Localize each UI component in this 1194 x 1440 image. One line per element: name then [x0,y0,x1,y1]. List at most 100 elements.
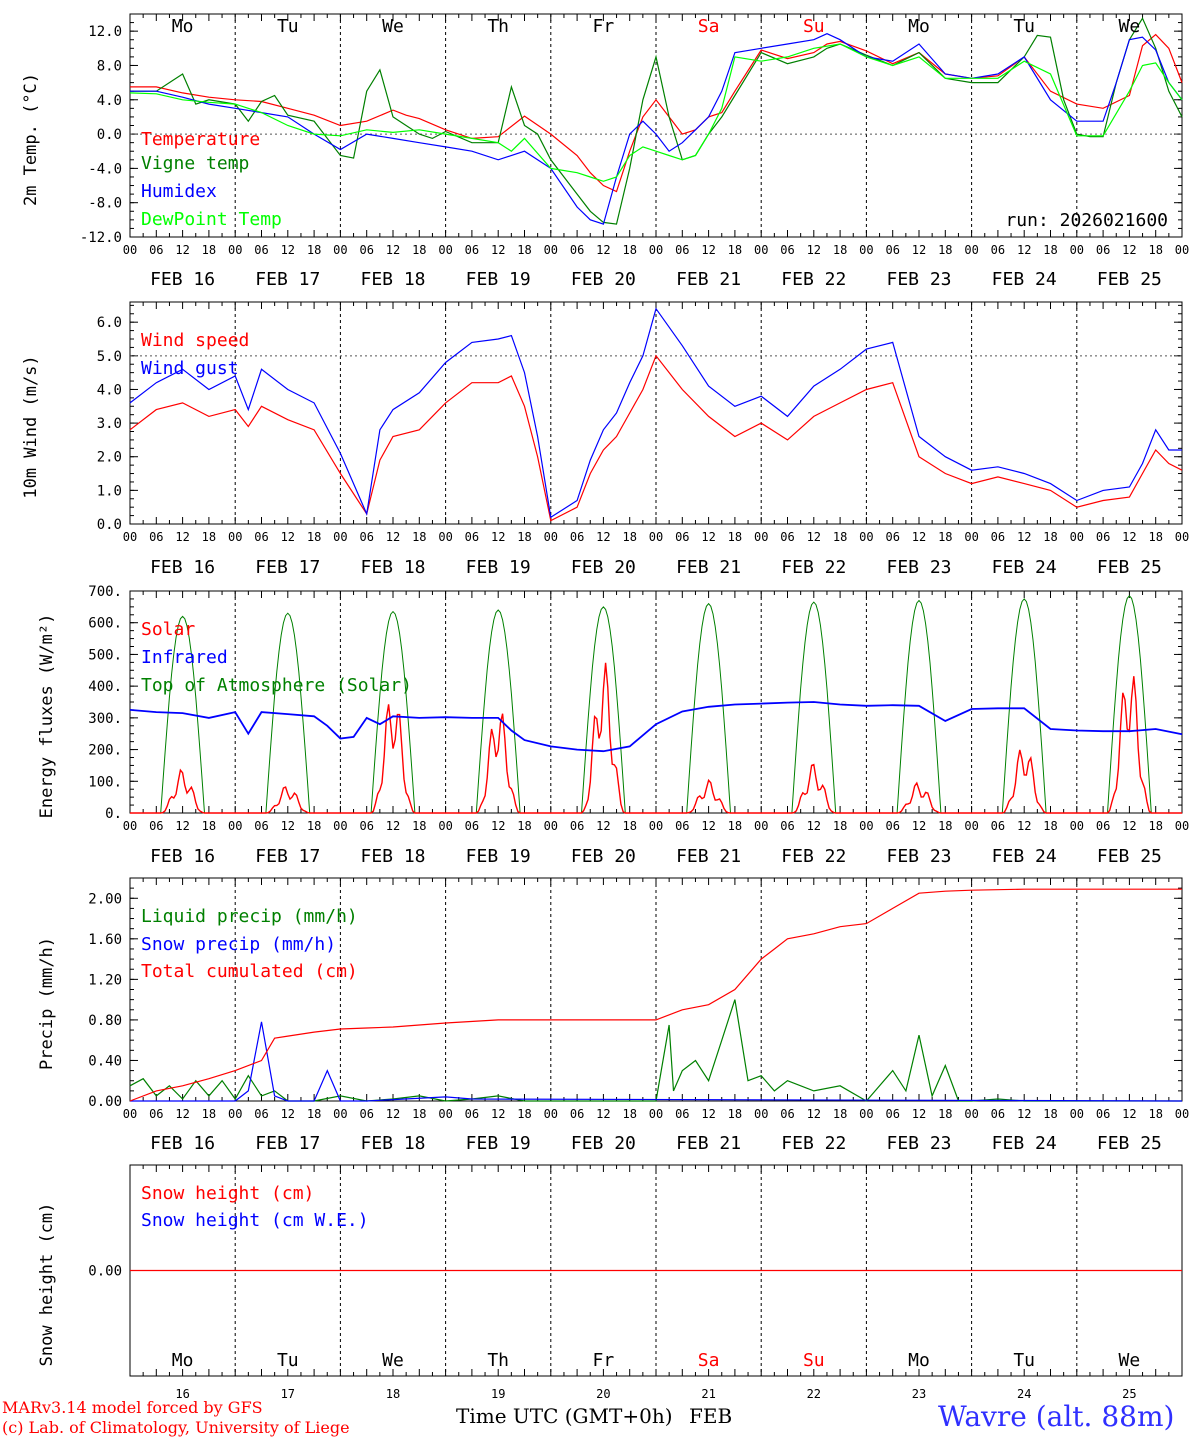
hour-tick-label: 06 [465,819,479,833]
hour-tick-label: 18 [1043,1107,1057,1121]
y-tick-label: 0.0 [97,517,122,533]
hour-tick-label: 18 [622,1107,636,1121]
top-day-label: Tu [1013,16,1035,37]
station-title: Wavre (alt. 88m) [938,1400,1175,1433]
hour-tick-label: 00 [333,530,347,544]
hour-tick-label: 12 [912,243,926,257]
hour-tick-label: 00 [964,243,978,257]
y-tick-label: 6.0 [97,315,122,331]
date-label: FEB 21 [676,557,741,578]
date-label: FEB 23 [886,269,951,290]
hour-tick-label: 18 [202,243,216,257]
date-label: FEB 16 [150,1133,215,1154]
y-tick-label: 500. [88,647,122,663]
hour-tick-label: 18 [412,819,426,833]
hour-tick-label: 00 [333,1107,347,1121]
top-day-label: Mo [908,16,930,37]
hour-tick-label: 00 [123,1107,137,1121]
y-tick-label: 400. [88,679,122,695]
y-tick-label: 600. [88,616,122,632]
hour-tick-label: 00 [544,1107,558,1121]
y-tick-label: 0. [105,806,122,822]
date-label: FEB 16 [150,557,215,578]
hour-tick-label: 00 [544,243,558,257]
hour-tick-label: 00 [438,819,452,833]
hour-tick-label: 12 [1017,819,1031,833]
y-tick-label: 1.60 [88,932,122,948]
hour-tick-label: 00 [859,819,873,833]
hour-tick-label: 18 [517,1107,531,1121]
hour-tick-label: 18 [833,819,847,833]
hour-tick-label: 06 [991,1107,1005,1121]
hour-tick-label: 00 [649,243,663,257]
hour-tick-label: 00 [438,530,452,544]
y-tick-label: 2.0 [97,450,122,466]
hour-tick-label: 12 [1122,243,1136,257]
date-label: FEB 17 [255,1133,320,1154]
vigne-temp-line [130,17,1183,225]
legend-temperature: Temperature [141,129,260,150]
hour-tick-label: 12 [807,530,821,544]
date-label: FEB 17 [255,557,320,578]
y-axis-label: Snow height (cm) [37,1203,57,1367]
hour-tick-label: 18 [1043,243,1057,257]
date-label: FEB 23 [886,846,951,867]
legend-vigne-temp: Vigne temp [141,153,249,174]
hour-tick-label: 00 [438,1107,452,1121]
hour-tick-label: 06 [254,243,268,257]
bottom-day-label: Mo [908,1350,930,1371]
date-label: FEB 25 [1097,557,1162,578]
hour-tick-label: 12 [491,530,505,544]
hour-tick-label: 18 [412,530,426,544]
hour-tick-label: 06 [149,819,163,833]
hour-tick-label: 00 [859,530,873,544]
y-tick-label: -12.0 [80,230,122,246]
bottom-day-number: 24 [1017,1387,1031,1401]
hour-tick-label: 12 [1122,1107,1136,1121]
hour-tick-label: 00 [544,819,558,833]
hour-tick-label: 06 [465,530,479,544]
hour-tick-label: 12 [175,243,189,257]
hour-tick-label: 18 [307,819,321,833]
hour-tick-label: 12 [491,819,505,833]
hour-tick-label: 00 [1175,243,1189,257]
date-label: FEB 18 [360,269,425,290]
y-tick-label: 0.80 [88,1013,122,1029]
date-label: FEB 16 [150,846,215,867]
y-tick-label: 8.0 [97,58,122,74]
hour-tick-label: 18 [622,819,636,833]
hour-tick-label: 00 [123,530,137,544]
hour-tick-label: 18 [622,530,636,544]
hour-tick-label: 12 [491,1107,505,1121]
y-tick-label: 0.0 [97,127,122,143]
wind-speed-line [129,354,1183,522]
hour-tick-label: 12 [807,1107,821,1121]
hour-tick-label: 12 [281,1107,295,1121]
date-label: FEB 22 [781,1133,846,1154]
hour-tick-label: 18 [1043,819,1057,833]
hour-tick-label: 06 [885,1107,899,1121]
date-label: FEB 20 [571,557,636,578]
date-label: FEB 23 [886,1133,951,1154]
hour-tick-label: 06 [1096,1107,1110,1121]
date-label: FEB 21 [676,1133,741,1154]
date-label: FEB 20 [571,846,636,867]
hour-tick-label: 18 [412,243,426,257]
hour-tick-label: 12 [281,243,295,257]
hour-tick-label: 12 [701,1107,715,1121]
date-label: FEB 18 [360,846,425,867]
y-tick-label: 4.0 [97,382,122,398]
hour-tick-label: 12 [912,530,926,544]
hour-tick-label: 06 [149,1107,163,1121]
bottom-day-label: Sa [698,1350,720,1371]
bottom-day-number: 23 [912,1387,926,1401]
date-label: FEB 22 [781,269,846,290]
hour-tick-label: 18 [728,819,742,833]
run-annotation: run: 2026021600 [1005,210,1168,231]
hour-tick-label: 12 [807,243,821,257]
wind-gust-line [129,307,1182,519]
model-credit-line1: MARv3.14 model forced by GFS [2,1398,263,1417]
hour-tick-label: 18 [202,1107,216,1121]
hour-tick-label: 06 [780,243,794,257]
hour-tick-label: 00 [228,243,242,257]
